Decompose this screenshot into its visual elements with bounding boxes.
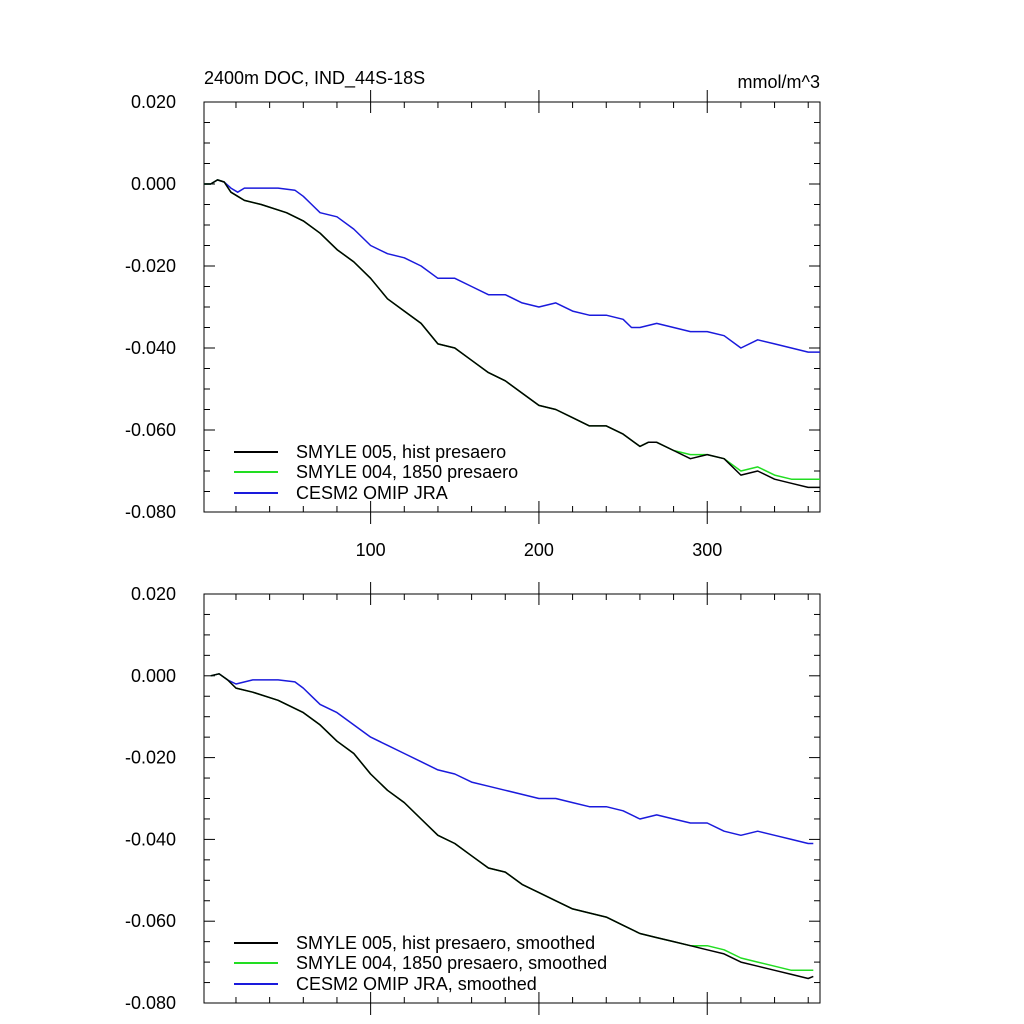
units-label: mmol/m^3: [738, 72, 820, 92]
y-tick-label: -0.040: [125, 338, 176, 358]
y-tick-label: 0.000: [131, 666, 176, 686]
legend-label-p1850: SMYLE 004, 1850 presaero, smoothed: [296, 953, 607, 973]
x-tick-label: 300: [692, 540, 722, 560]
legend-label-hist: SMYLE 005, hist presaero, smoothed: [296, 933, 595, 953]
panel-top: 0.020 0.000 -0.020 -0.040 -0.060 -0.080 100 200…: [125, 90, 821, 560]
series-line-hist: [204, 179, 820, 489]
y-tick-label: -0.060: [125, 420, 176, 440]
y-tick-label: -0.080: [125, 993, 176, 1013]
legend-label-omip: CESM2 OMIP JRA, smoothed: [296, 974, 537, 994]
plot-title: 2400m DOC, IND_44S-18S: [204, 68, 425, 89]
legend-label-omip: CESM2 OMIP JRA: [296, 483, 448, 503]
series-line-hist: [210, 673, 814, 980]
y-tick-label: 0.020: [131, 92, 176, 112]
x-tick-label: 100: [356, 540, 386, 560]
y-tick-label: -0.020: [125, 748, 176, 768]
y-tick-label: 0.020: [131, 584, 176, 604]
x-tick-label: 200: [524, 540, 554, 560]
y-tick-label: -0.040: [125, 829, 176, 849]
y-tick-label: 0.000: [131, 174, 176, 194]
y-tick-label: -0.080: [125, 502, 176, 522]
legend-label-hist: SMYLE 005, hist presaero: [296, 442, 506, 462]
y-tick-label: -0.020: [125, 256, 176, 276]
series-line-p1850: [204, 179, 820, 480]
y-tick-label: -0.060: [125, 911, 176, 931]
panel-bottom: 0.020 0.000 -0.020 -0.040 -0.060 -0.080 SMYLE …: [125, 582, 821, 1015]
series-line-p1850: [210, 673, 814, 972]
series-line-omip: [210, 673, 814, 845]
series-line-omip: [204, 179, 820, 353]
legend-label-p1850: SMYLE 004, 1850 presaero: [296, 462, 518, 482]
